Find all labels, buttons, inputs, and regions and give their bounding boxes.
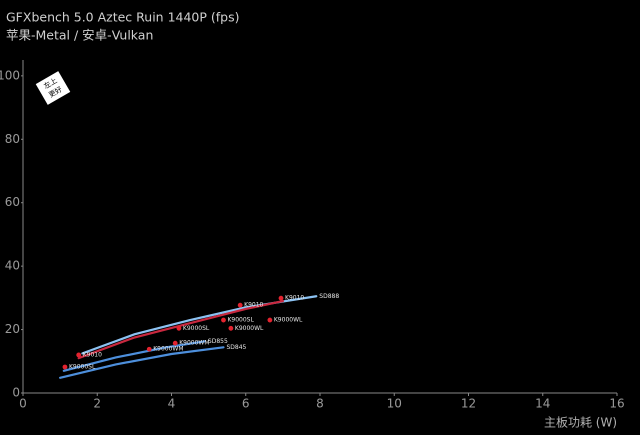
y-tick-label: 100 [0,68,20,82]
point-label: K9000WM [179,340,209,347]
point-label: K9000WL [235,325,264,332]
chart-subtitle: 苹果-Metal / 安卓-Vulkan [6,28,153,43]
point-label: K9010 [285,295,304,302]
point-label: K9010 [83,351,102,358]
point [146,346,152,352]
point [228,325,234,331]
x-axis-label: 主板功耗 (W) [544,416,617,430]
point [237,302,243,308]
x-tick-label: 10 [387,397,402,411]
chart-title: GFXbench 5.0 Aztec Ruin 1440P (fps) [6,10,240,25]
point-label: K9000WL [274,317,303,324]
point [76,352,82,358]
point-label: K9010 [244,302,263,309]
point [278,295,284,301]
curve [62,340,207,372]
y-tick-label: 60 [5,195,20,209]
curve-label: SD888 [319,293,339,300]
curve-label: SD845 [226,344,246,351]
badge-box [35,71,71,105]
point [221,317,226,323]
y-tick-label: 80 [5,132,20,146]
x-tick-label: 14 [535,397,550,411]
badge: 左上 更好 [35,71,71,105]
point-label: K9000WM [153,346,183,353]
x-tick-label: 6 [242,397,250,411]
point-label: K9000SL [69,363,96,370]
x-tick-label: 8 [316,397,324,411]
curve-label: SD855 [208,338,228,345]
x-tick-label: 0 [19,397,27,411]
point [267,317,273,323]
y-tick-label: 40 [5,259,20,273]
point [172,340,178,346]
point-label: K9000SL [227,317,254,324]
y-tick-label: 0 [12,386,20,400]
point-label: K9000SL [183,325,210,332]
point [62,364,68,370]
y-tick-label: 20 [5,322,20,336]
curve [77,299,284,360]
point [176,325,182,331]
curve [59,346,225,379]
x-tick-label: 16 [609,397,624,411]
x-tick-label: 12 [461,397,476,411]
x-tick-label: 2 [93,397,101,411]
x-tick-label: 4 [168,397,176,411]
